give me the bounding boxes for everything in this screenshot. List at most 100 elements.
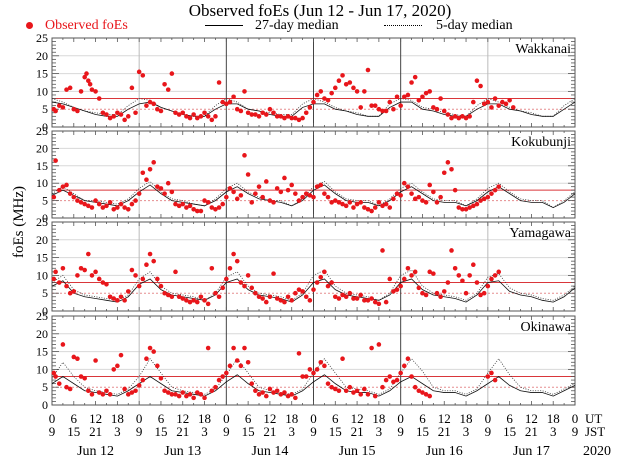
- observed-point: [125, 207, 131, 212]
- observed-point: [351, 390, 356, 395]
- observed-point: [420, 390, 425, 395]
- observed-point: [129, 201, 135, 207]
- observed-point: [238, 108, 244, 114]
- observed-point: [296, 287, 302, 292]
- observed-point: [155, 276, 160, 282]
- observed-point: [162, 290, 167, 296]
- observed-point: [354, 388, 360, 394]
- jst-tick-label: 15: [416, 424, 429, 439]
- observed-point: [64, 87, 69, 92]
- observed-point: [260, 194, 265, 200]
- observed-point: [96, 201, 102, 207]
- observed-point: [409, 273, 414, 278]
- observed-point: [162, 81, 167, 87]
- ut-tick-label: 12: [263, 411, 276, 426]
- observed-point: [176, 203, 182, 209]
- station-label-yamagawa: Yamagawa: [509, 226, 571, 241]
- observed-point: [118, 352, 124, 358]
- observed-point: [492, 96, 498, 101]
- observed-point: [322, 269, 327, 275]
- observed-point: [67, 85, 73, 91]
- observed-point: [296, 351, 302, 356]
- observed-point: [452, 114, 458, 119]
- ut-tick-label: 12: [438, 411, 451, 426]
- observed-point: [481, 290, 487, 296]
- observed-point: [383, 108, 389, 114]
- observed-point: [245, 273, 251, 278]
- observed-point: [343, 294, 349, 300]
- observed-point: [245, 172, 251, 177]
- jst-tick-label: 3: [376, 424, 383, 439]
- observed-point: [198, 294, 204, 300]
- observed-point: [86, 388, 91, 394]
- observed-point: [431, 189, 436, 195]
- observed-point: [107, 392, 113, 397]
- observed-point: [194, 208, 200, 214]
- station-label-wakkanai: Wakkanai: [515, 42, 571, 57]
- observed-point: [383, 377, 389, 383]
- observed-point: [256, 114, 262, 119]
- observed-point: [256, 294, 262, 300]
- observed-point: [467, 273, 472, 278]
- observed-point: [318, 359, 324, 365]
- observed-point: [372, 103, 378, 108]
- observed-point: [492, 273, 498, 278]
- observed-point: [51, 194, 57, 200]
- ut-tick-label: 18: [285, 411, 298, 426]
- observed-point: [387, 99, 393, 105]
- observed-point: [376, 342, 382, 347]
- observed-point: [427, 89, 433, 94]
- jst-tick-label: 21: [525, 424, 538, 439]
- jst-tick-label: 15: [67, 424, 80, 439]
- observed-point: [60, 342, 66, 347]
- observed-point: [311, 194, 316, 200]
- day-label: Jun 12: [77, 444, 114, 457]
- observed-point: [144, 103, 149, 108]
- observed-point: [492, 187, 498, 193]
- observed-point: [184, 205, 189, 210]
- observed-point: [107, 115, 113, 121]
- median5-line-kokubunji: [51, 180, 576, 209]
- observed-point: [387, 205, 393, 210]
- observed-point: [336, 296, 342, 301]
- observed-point: [144, 177, 149, 183]
- observed-point: [325, 381, 331, 386]
- observed-point: [471, 99, 476, 105]
- observed-point: [133, 110, 138, 116]
- observed-point: [111, 207, 117, 212]
- ut-tick-label: 18: [372, 411, 385, 426]
- observed-point: [351, 296, 356, 301]
- observed-point: [184, 298, 189, 303]
- observed-point: [78, 265, 84, 271]
- y-tick-label: 0: [42, 304, 48, 318]
- observed-point: [87, 81, 93, 87]
- ut-tick-label: 6: [245, 411, 252, 426]
- observed-point: [311, 99, 316, 105]
- ut-tick-label: 0: [310, 411, 317, 426]
- observed-point: [300, 194, 305, 200]
- observed-point: [398, 103, 403, 108]
- observed-point: [405, 184, 411, 189]
- observed-point: [278, 392, 284, 397]
- observed-point: [93, 89, 98, 94]
- observed-point: [147, 99, 153, 105]
- observed-point: [224, 370, 229, 376]
- observed-point: [347, 384, 353, 390]
- ut-tick-label: 6: [506, 411, 513, 426]
- jst-tick-label: 9: [223, 424, 230, 439]
- observed-point: [169, 189, 175, 195]
- observed-point: [267, 106, 273, 112]
- observed-point: [423, 90, 429, 96]
- observed-point: [216, 377, 222, 383]
- observed-point: [394, 94, 400, 100]
- observed-point: [60, 265, 66, 271]
- observed-point: [314, 92, 320, 98]
- observed-point: [496, 184, 502, 189]
- observed-point: [82, 267, 87, 273]
- observed-point: [303, 294, 309, 300]
- observed-point: [147, 345, 153, 351]
- y-tick-label: 15: [36, 159, 48, 173]
- observed-point: [471, 262, 476, 268]
- observed-point: [445, 160, 451, 165]
- observed-point: [191, 112, 196, 117]
